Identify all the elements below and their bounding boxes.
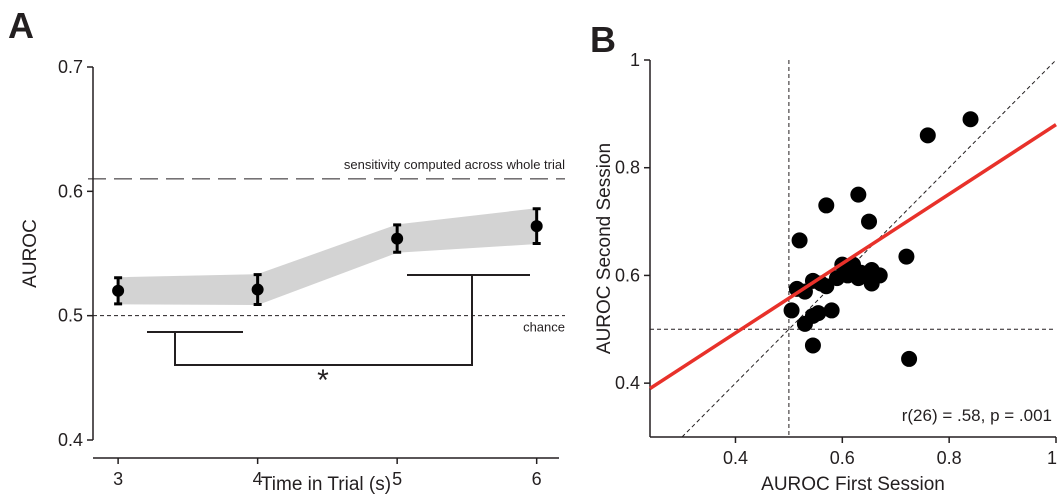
significance-bracket: [147, 274, 530, 366]
y-tick-label: 0.4: [58, 430, 83, 450]
y-tick-label: 0.6: [615, 265, 640, 285]
y-tick-label: 0.5: [58, 306, 83, 326]
fit-line: [649, 123, 1057, 390]
identity-line: [681, 59, 1057, 438]
y-axis-label: AUROC: [20, 219, 41, 288]
x-tick-label: 1: [1047, 448, 1057, 468]
x-tick-label: 0.8: [937, 448, 962, 468]
stat-annotation: r(26) = .58, p = .001: [902, 406, 1052, 425]
point: [391, 232, 404, 245]
y-tick-label: 0.8: [615, 158, 640, 178]
point: [850, 270, 867, 287]
x-axis-label: AUROC First Session: [761, 474, 945, 495]
x-axis-label: Time in Trial (s): [261, 474, 391, 495]
x-tick-label: 4: [253, 469, 263, 489]
x-tick-label: 6: [532, 469, 542, 489]
point: [863, 275, 880, 292]
point: [850, 186, 867, 203]
point: [898, 248, 915, 265]
x-tick-label: 0.4: [723, 448, 748, 468]
error-band: [396, 208, 538, 253]
point: [901, 350, 918, 367]
point: [818, 278, 835, 295]
point: [783, 302, 800, 319]
point: [962, 111, 979, 128]
y-tick-label: 0.6: [58, 181, 83, 201]
point: [919, 127, 936, 144]
point: [796, 315, 813, 332]
panel-label: B: [590, 19, 616, 60]
y-tick-label: 0.7: [58, 57, 83, 77]
x-tick-label: 5: [392, 469, 402, 489]
error-band: [117, 274, 259, 305]
x-tick-label: 0.6: [830, 448, 855, 468]
point: [804, 337, 821, 354]
y-tick-label: 1: [630, 50, 640, 70]
point: [791, 232, 808, 249]
y-axis-label: AUROC Second Session: [594, 143, 615, 354]
point: [530, 220, 543, 233]
significance-star: *: [317, 364, 329, 397]
point: [818, 197, 835, 214]
error-band: [257, 224, 398, 306]
reference-label: sensitivity computed across whole trial: [344, 157, 565, 172]
panel-label: A: [8, 5, 34, 46]
point: [861, 213, 878, 230]
y-tick-label: 0.4: [615, 373, 640, 393]
point: [251, 283, 264, 296]
point: [112, 284, 125, 297]
point: [823, 302, 840, 319]
x-tick-label: 3: [113, 469, 123, 489]
reference-label: chance: [523, 320, 565, 335]
